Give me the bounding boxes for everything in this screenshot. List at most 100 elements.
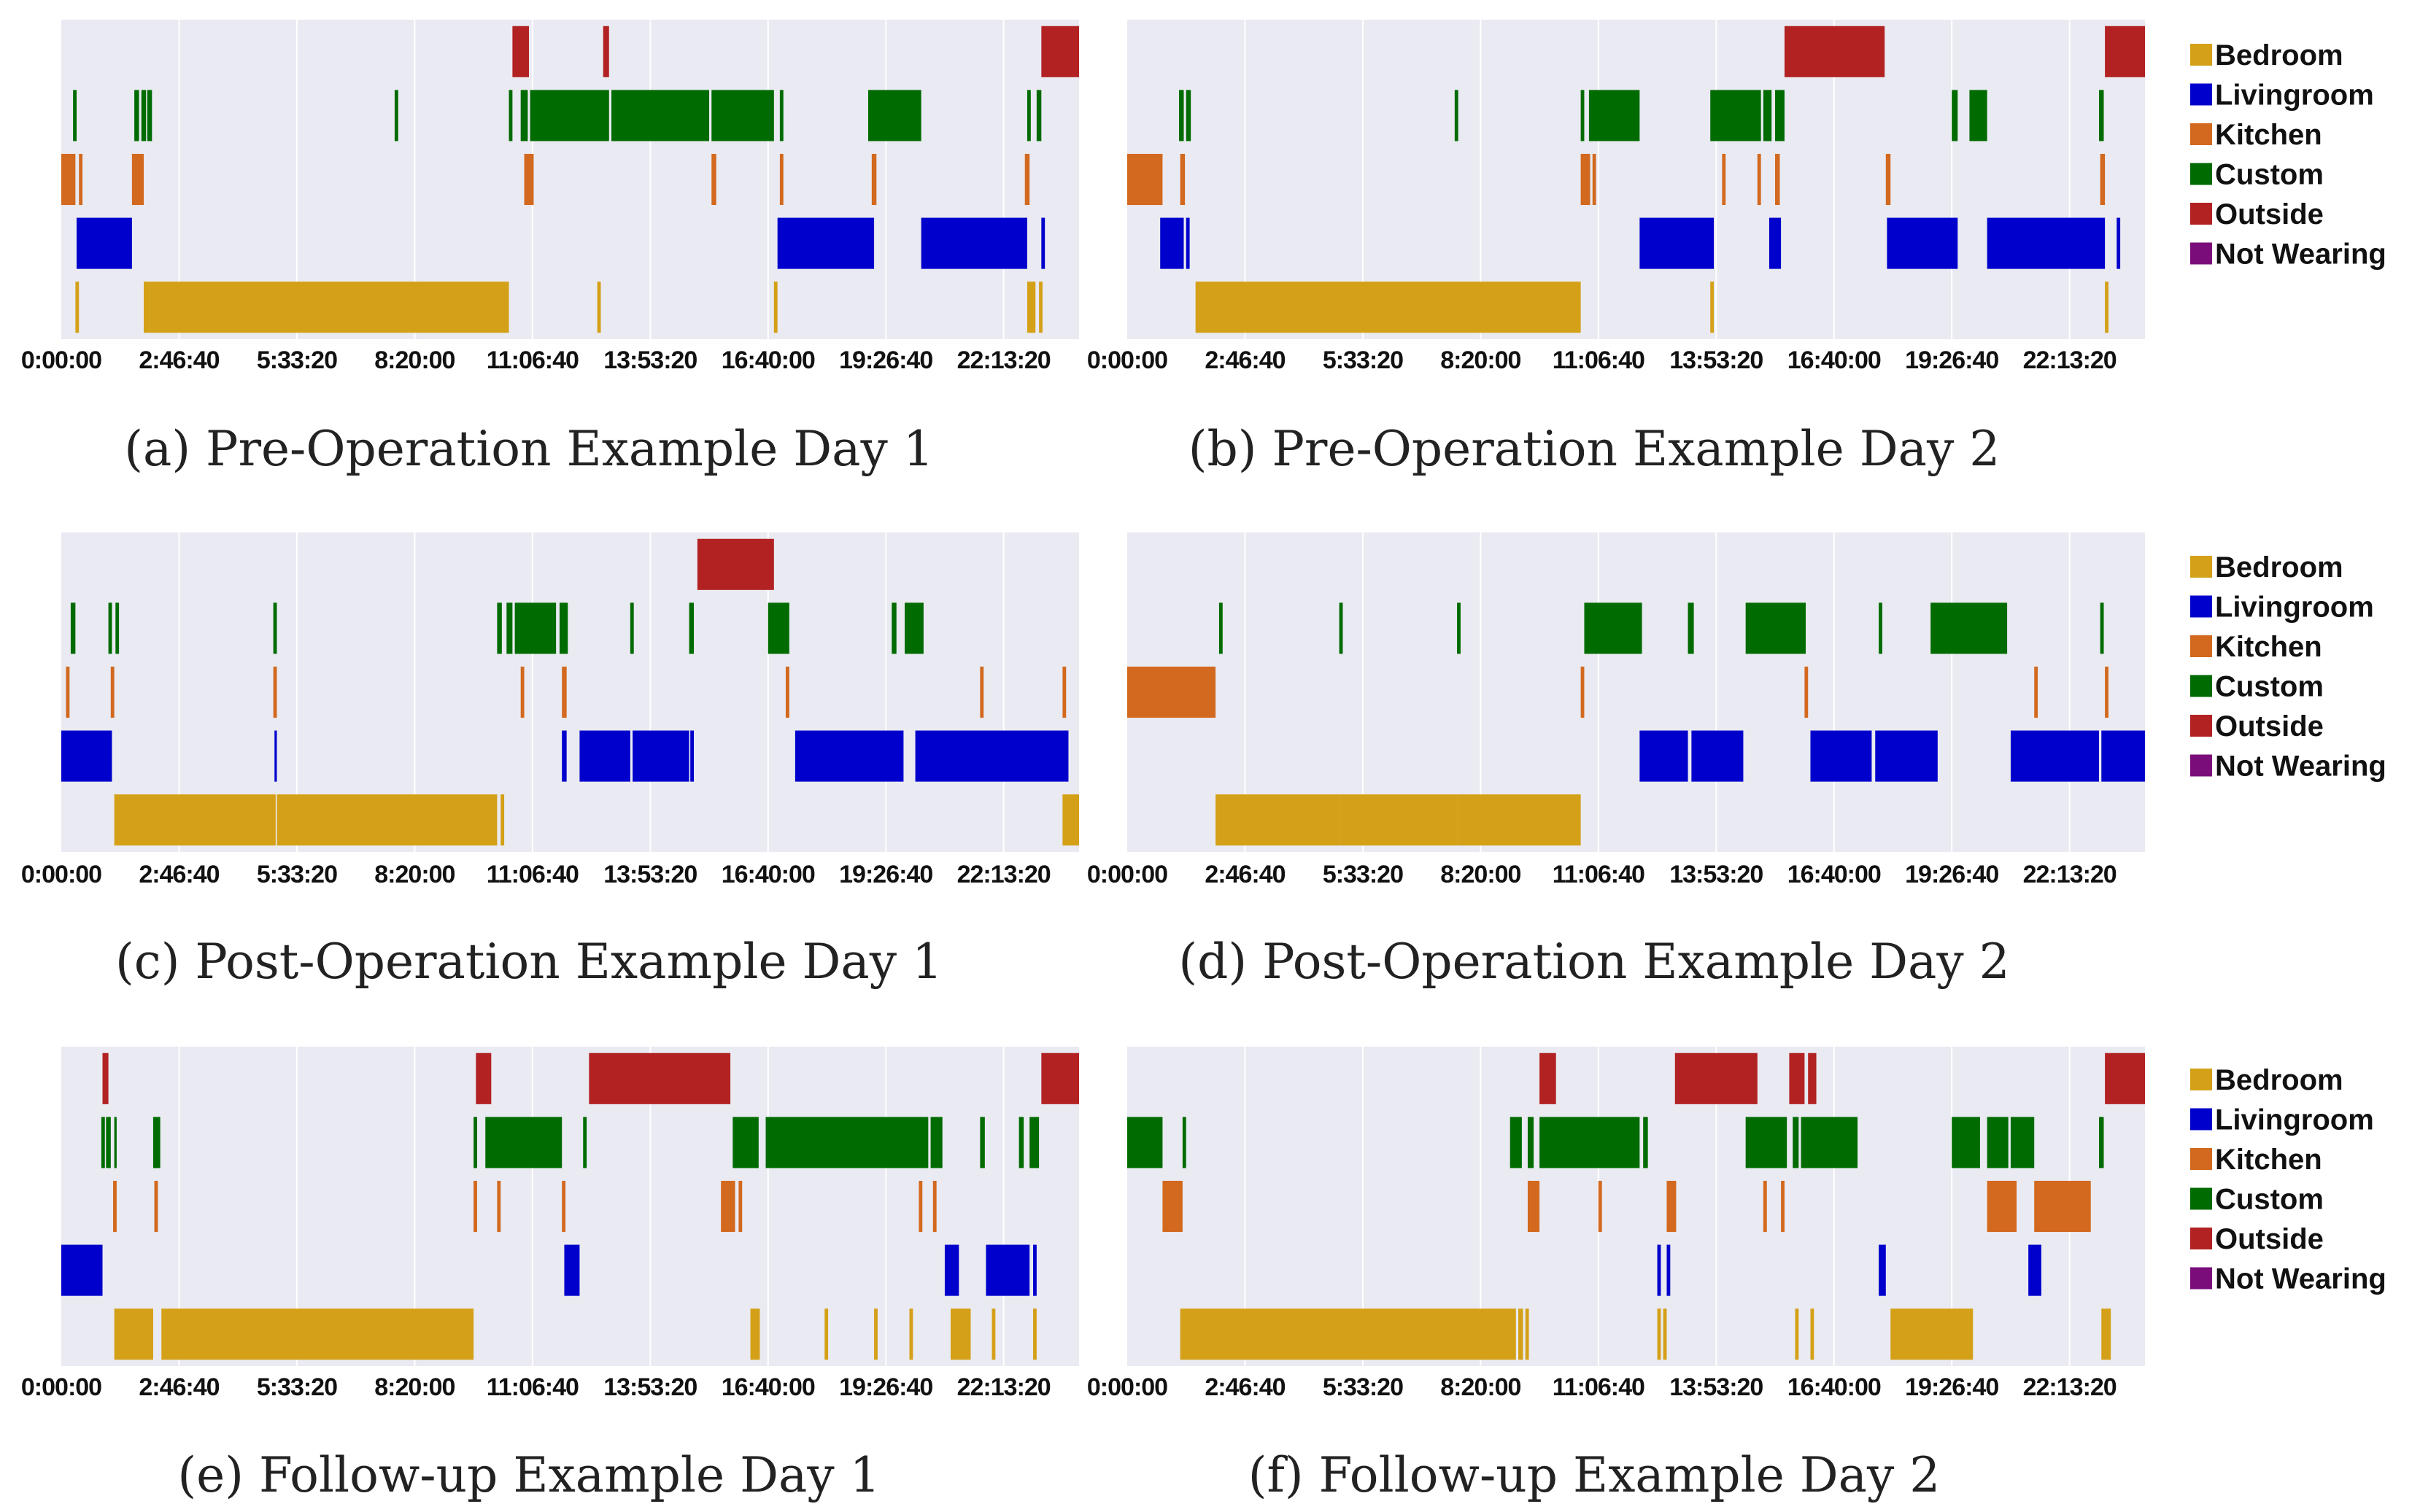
x-tick-label: 8:20:00 bbox=[1440, 861, 1520, 888]
segment-kitchen bbox=[131, 153, 144, 206]
segment-outside bbox=[102, 1052, 109, 1104]
legend-swatch-bedroom bbox=[2190, 44, 2212, 66]
segment-kitchen bbox=[154, 1180, 158, 1233]
legend-1: Bedroom Livingroom Kitchen Custom Outside Not… bbox=[2190, 39, 2386, 271]
legend-label-kitchen: Kitchen bbox=[2215, 631, 2322, 663]
segment-bedroom bbox=[277, 794, 498, 846]
segment-bedroom bbox=[992, 1309, 996, 1360]
segment-kitchen bbox=[2034, 1180, 2091, 1233]
segment-custom bbox=[583, 1117, 587, 1168]
x-tick-label: 11:06:40 bbox=[487, 861, 579, 888]
segment-kitchen bbox=[473, 1180, 477, 1233]
segment-custom bbox=[473, 1117, 477, 1168]
legend-swatch-custom bbox=[2190, 1187, 2212, 1210]
segment-livingroom bbox=[1657, 1244, 1661, 1296]
segment-custom bbox=[70, 602, 76, 654]
x-tick-label: 11:06:40 bbox=[1553, 346, 1644, 374]
segment-kitchen bbox=[1127, 666, 1216, 718]
legend-label-custom: Custom bbox=[2215, 159, 2324, 191]
segment-custom bbox=[101, 1117, 105, 1168]
x-tick-label: 0:00:00 bbox=[1087, 346, 1167, 374]
segment-livingroom bbox=[777, 217, 875, 269]
segment-custom bbox=[930, 1117, 943, 1168]
segment-custom bbox=[611, 90, 710, 141]
segment-outside bbox=[2105, 26, 2145, 77]
segment-custom bbox=[1179, 90, 1184, 141]
segment-kitchen bbox=[919, 1180, 923, 1233]
panel-caption: (e) Follow-up Example Day 1 bbox=[177, 1447, 880, 1503]
panel-caption: (b) Pre-Operation Example Day 2 bbox=[1188, 421, 2000, 477]
legend-swatch-not-wearing bbox=[2190, 754, 2212, 777]
x-tick-label: 11:06:40 bbox=[487, 1373, 579, 1401]
segment-kitchen bbox=[61, 153, 76, 206]
x-tick-label: 22:13:20 bbox=[957, 861, 1051, 888]
segment-livingroom bbox=[690, 730, 695, 782]
segment-custom bbox=[73, 90, 77, 141]
segment-kitchen bbox=[1775, 153, 1780, 206]
segment-custom bbox=[1793, 1117, 1799, 1168]
x-tick-label: 13:53:20 bbox=[1669, 1373, 1763, 1401]
segment-outside bbox=[1539, 1052, 1556, 1104]
segment-livingroom bbox=[986, 1244, 1030, 1296]
x-tick-label: 5:33:20 bbox=[1323, 1373, 1403, 1401]
segment-custom bbox=[1027, 90, 1031, 141]
segment-livingroom bbox=[1987, 217, 2106, 269]
x-tick-label: 13:53:20 bbox=[603, 861, 697, 888]
segment-livingroom bbox=[1160, 217, 1184, 269]
segment-kitchen bbox=[1527, 1180, 1540, 1233]
segment-custom bbox=[1745, 1117, 1787, 1168]
legend-2: Bedroom Livingroom Kitchen Custom Outside Not… bbox=[2190, 551, 2386, 783]
segment-outside bbox=[1041, 1052, 1079, 1104]
legend-swatch-kitchen bbox=[2190, 635, 2212, 657]
x-tick-label: 19:26:40 bbox=[1905, 861, 1998, 888]
segment-livingroom bbox=[921, 217, 1027, 269]
segment-custom bbox=[115, 602, 120, 654]
x-tick-label: 22:13:20 bbox=[2023, 346, 2117, 374]
segment-bedroom bbox=[2105, 282, 2108, 333]
x-tick-label: 8:20:00 bbox=[1440, 1373, 1520, 1401]
panel-5: 0:00:00 2:46:40 5:33:20 8:20:00 11:06:40 13:5… bbox=[21, 1047, 1079, 1503]
segment-outside bbox=[1808, 1052, 1817, 1104]
segment-custom bbox=[1775, 90, 1785, 141]
segment-livingroom bbox=[1887, 217, 1958, 269]
segment-livingroom bbox=[1691, 730, 1744, 782]
segment-livingroom bbox=[562, 730, 567, 782]
segment-bedroom bbox=[1890, 1309, 1974, 1360]
segment-outside bbox=[697, 538, 774, 590]
segment-custom bbox=[1745, 602, 1806, 654]
x-tick-label: 5:33:20 bbox=[257, 346, 337, 374]
segment-custom bbox=[106, 1117, 111, 1168]
x-tick-label: 16:40:00 bbox=[1787, 346, 1881, 374]
segment-bedroom bbox=[1033, 1309, 1037, 1360]
segment-bedroom bbox=[1795, 1309, 1799, 1360]
segment-outside bbox=[1674, 1052, 1758, 1104]
x-tick-label: 8:20:00 bbox=[374, 346, 455, 374]
x-tick-label: 22:13:20 bbox=[957, 1373, 1051, 1401]
segment-kitchen bbox=[779, 153, 784, 206]
segment-custom bbox=[1643, 1117, 1648, 1168]
segment-custom bbox=[134, 90, 139, 141]
segment-outside bbox=[589, 1052, 731, 1104]
legend-swatch-kitchen bbox=[2190, 123, 2212, 145]
legend-label-custom: Custom bbox=[2215, 1184, 2324, 1216]
segment-livingroom bbox=[2028, 1244, 2041, 1296]
legend-swatch-custom bbox=[2190, 163, 2212, 185]
segment-kitchen bbox=[562, 1180, 566, 1233]
segment-bedroom bbox=[1525, 1309, 1529, 1360]
segment-bedroom bbox=[750, 1309, 760, 1360]
x-tick-label: 16:40:00 bbox=[1787, 1373, 1881, 1401]
segment-kitchen bbox=[721, 1180, 735, 1233]
x-tick-label: 2:46:40 bbox=[1205, 861, 1285, 888]
x-tick-label: 2:46:40 bbox=[139, 346, 219, 374]
segment-kitchen bbox=[520, 666, 525, 718]
segment-livingroom bbox=[76, 217, 132, 269]
segment-kitchen bbox=[785, 666, 789, 718]
segment-livingroom bbox=[1875, 730, 1938, 782]
segment-custom bbox=[1186, 90, 1191, 141]
segment-bedroom bbox=[1663, 1309, 1667, 1360]
segment-custom bbox=[108, 602, 112, 654]
segment-livingroom bbox=[1186, 217, 1190, 269]
panel-caption: (a) Pre-Operation Example Day 1 bbox=[124, 421, 934, 477]
segment-bedroom bbox=[1215, 794, 1219, 846]
segment-outside bbox=[1041, 26, 1079, 77]
